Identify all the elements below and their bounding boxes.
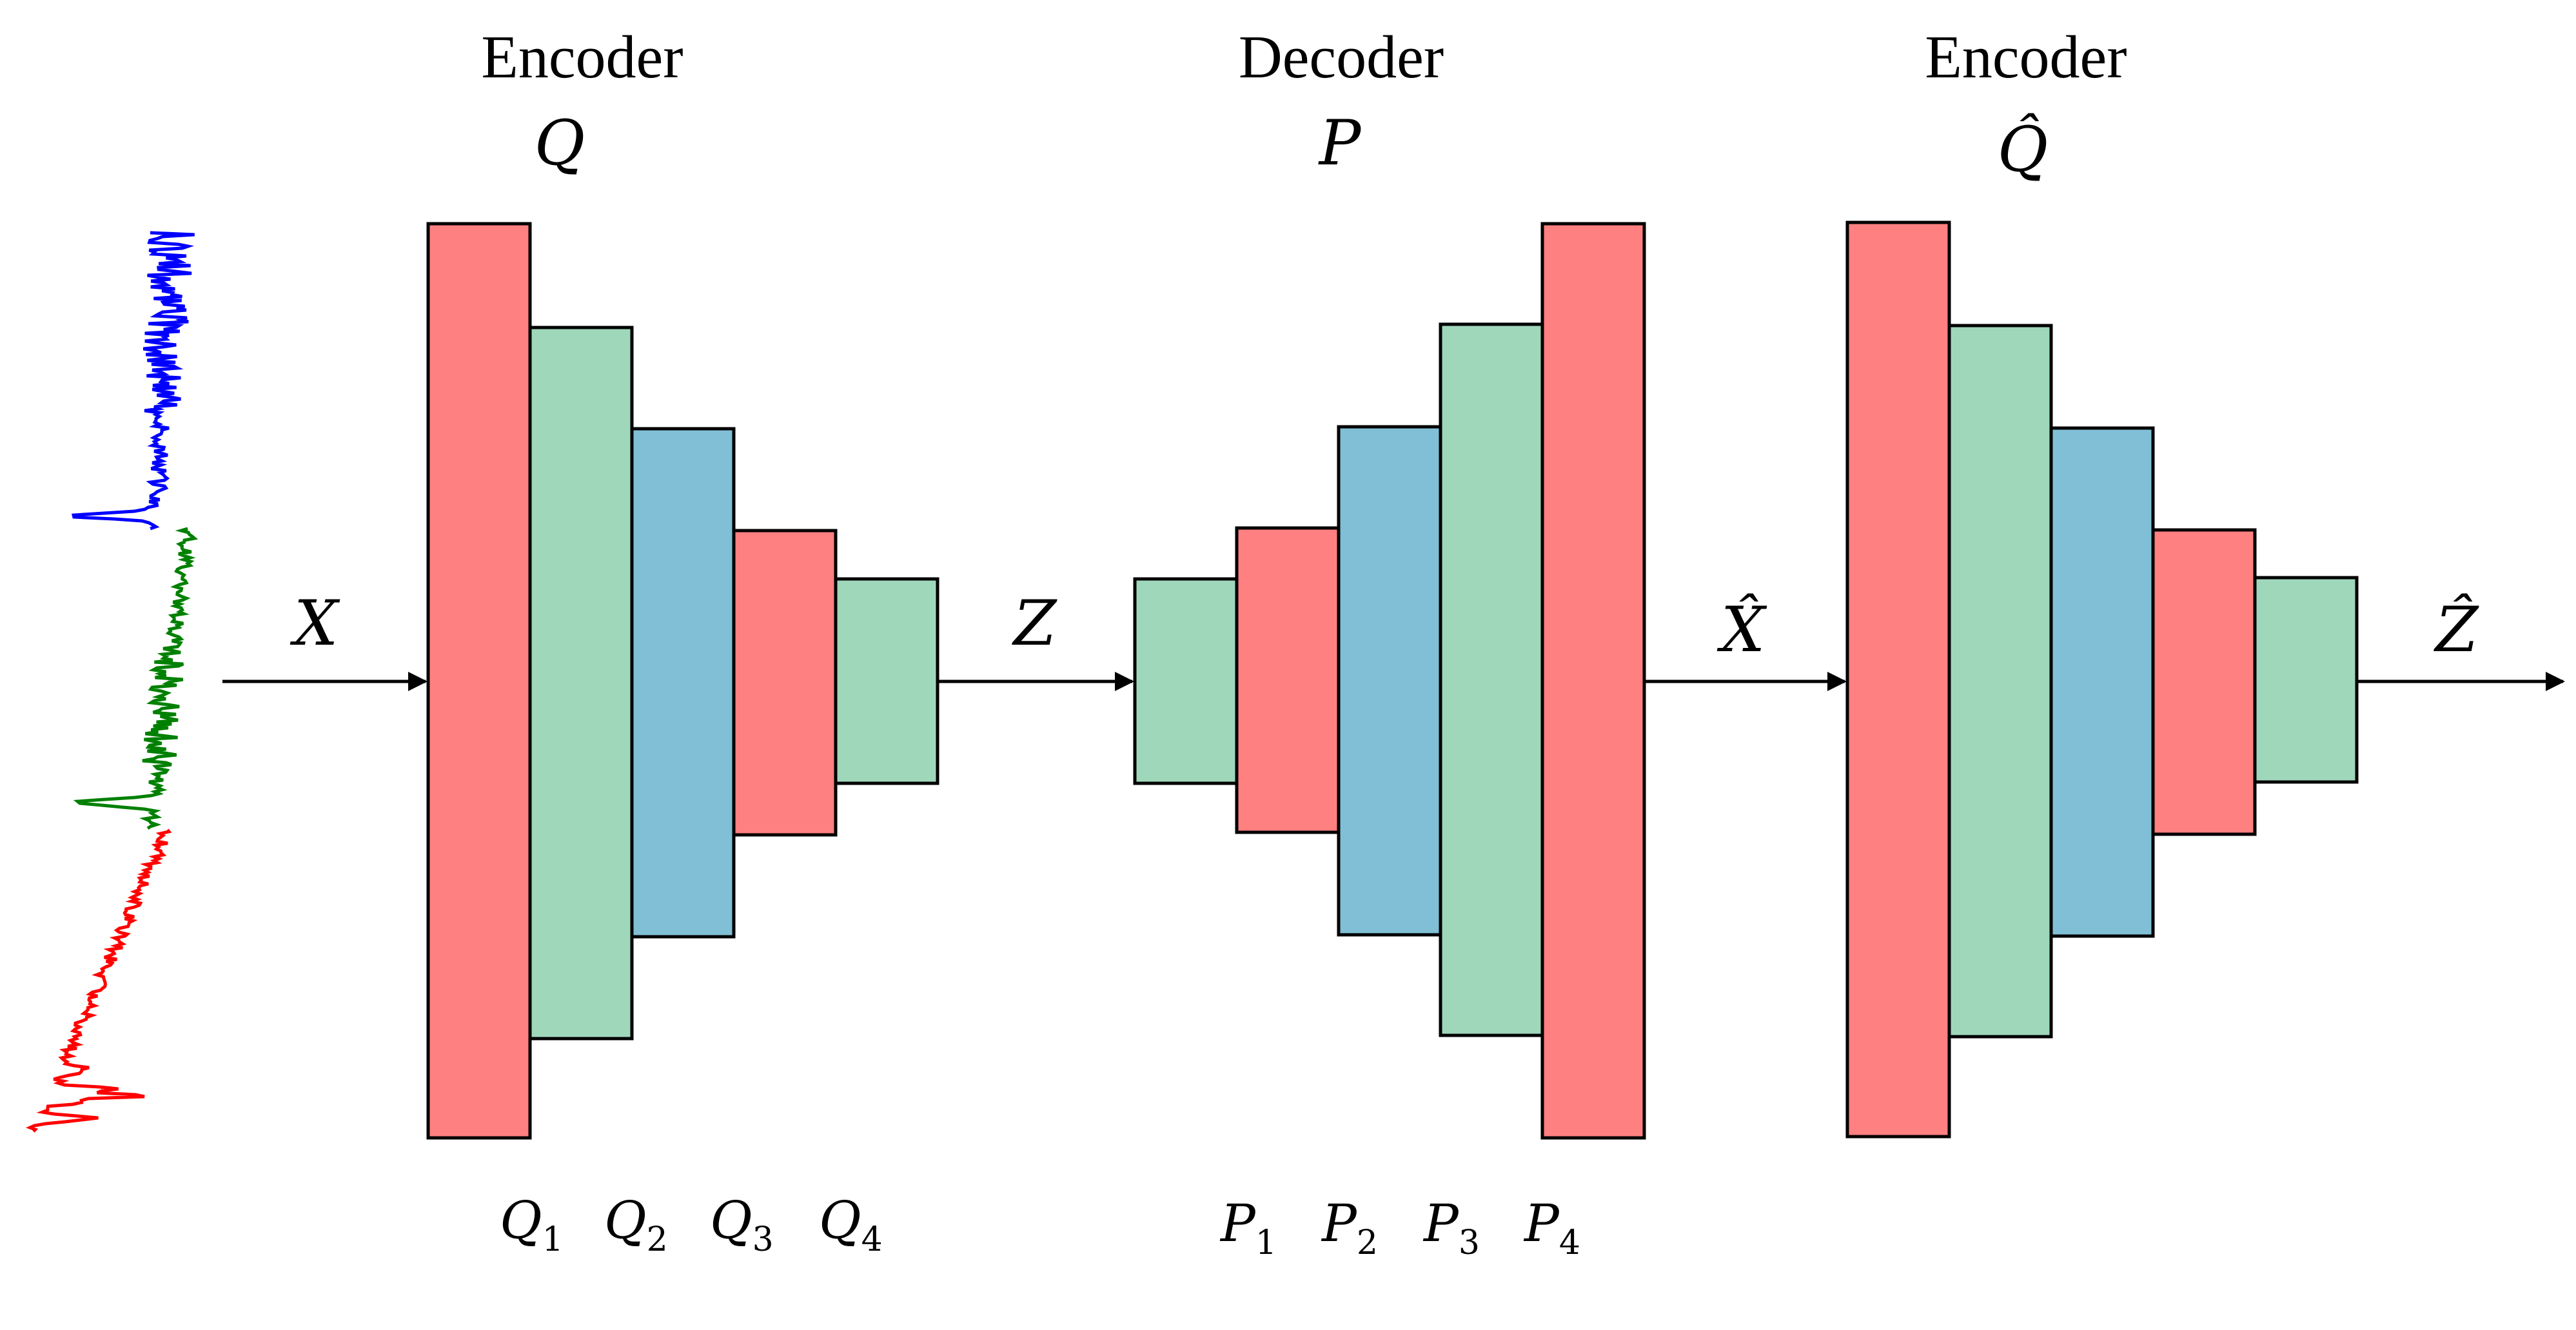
encoder1-title: Encoder	[481, 24, 683, 91]
decoder-layer-5	[1540, 222, 1646, 1140]
decoder-sublabel-2: P2	[1321, 1193, 1378, 1262]
label-z-hat: Ẑ	[2433, 594, 2480, 666]
decoder-layers	[1133, 222, 1646, 1140]
decoder-layer-3	[1337, 425, 1442, 937]
encoder2-layer-2	[1947, 324, 2053, 1039]
encoder1-sublabel-4: Q4	[819, 1190, 883, 1259]
encoder2-title: Encoder	[1925, 24, 2127, 91]
encoder2-layers	[1845, 220, 2359, 1139]
encoder2-layer-4	[2151, 528, 2257, 836]
encoder1-layer-4	[732, 529, 838, 837]
encoder1-layer-2	[528, 326, 634, 1041]
encoder2-layer-1	[1845, 220, 1951, 1139]
label-x: X	[290, 587, 340, 660]
input-signal	[25, 231, 199, 1133]
encoder1-sublabel-1: Q1	[500, 1190, 564, 1259]
encoder1-symbol: Q	[535, 107, 585, 179]
decoder-sublabels: P1 P2 P3 P4	[1219, 1193, 1580, 1262]
encoder1-sublabel-3: Q3	[710, 1190, 774, 1259]
encoder1-sublabel-2: Q2	[604, 1190, 668, 1259]
encoder2-symbol: Q̂	[1998, 113, 2049, 186]
signal-trace-green	[73, 527, 199, 830]
decoder-layer-4	[1439, 322, 1544, 1037]
encoder1-layer-3	[630, 427, 736, 939]
decoder-layer-2	[1235, 526, 1341, 834]
signal-trace-red	[25, 828, 172, 1133]
label-z: Z	[1012, 587, 1058, 660]
encoder1-layer-5	[834, 577, 939, 785]
decoder-title: Decoder	[1239, 24, 1444, 91]
label-x-hat: X̂	[1716, 594, 1767, 666]
encoder1-sublabels: Q1 Q2 Q3 Q4	[500, 1190, 883, 1259]
encoder2-layer-3	[2049, 426, 2155, 938]
decoder-sublabel-1: P1	[1219, 1193, 1277, 1262]
decoder-sublabel-3: P3	[1422, 1193, 1480, 1262]
encoder1-layer-1	[426, 222, 532, 1140]
encoder2-layer-5	[2253, 576, 2359, 784]
signal-trace-blue	[71, 231, 195, 531]
decoder-layer-1	[1133, 577, 1239, 785]
encoder1-layers	[426, 222, 939, 1140]
decoder-symbol: P	[1318, 107, 1362, 179]
decoder-sublabel-4: P4	[1523, 1193, 1580, 1262]
